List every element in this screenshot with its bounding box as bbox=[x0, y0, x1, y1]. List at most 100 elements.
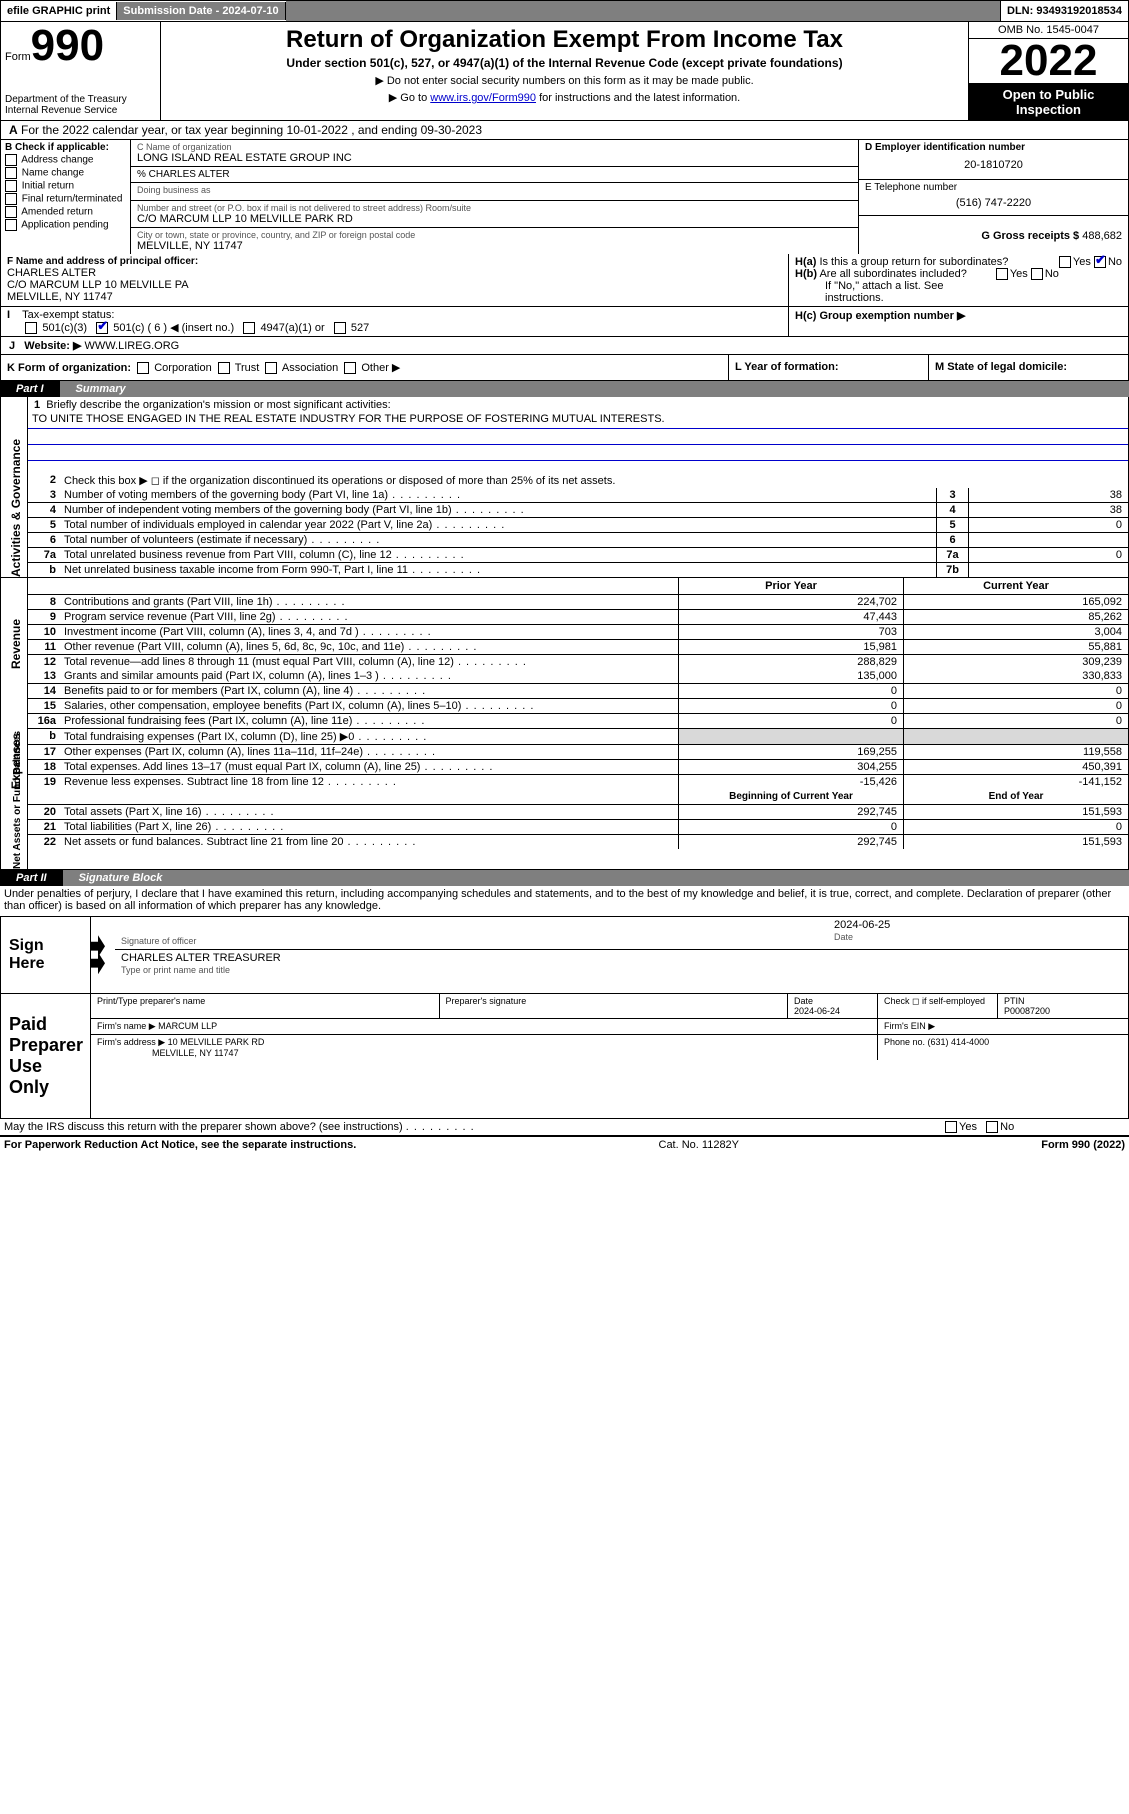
website-value: WWW.LIREG.ORG bbox=[85, 340, 180, 352]
ha-no-cb[interactable] bbox=[1094, 256, 1106, 268]
officer-name: CHARLES ALTER bbox=[7, 267, 782, 279]
dept-treasury: Department of the Treasury Internal Reve… bbox=[5, 94, 127, 116]
top-bar-spacer bbox=[286, 1, 1001, 21]
footer-left: For Paperwork Reduction Act Notice, see … bbox=[4, 1139, 356, 1151]
gov-row: 6Total number of volunteers (estimate if… bbox=[28, 533, 1128, 548]
part2-num: Part II bbox=[0, 870, 63, 886]
form-header: Form990 Department of the Treasury Inter… bbox=[0, 22, 1129, 121]
ptin-val: P00087200 bbox=[1004, 1006, 1050, 1016]
hc-label: H(c) Group exemption number ▶ bbox=[795, 309, 1122, 322]
501c-cb[interactable] bbox=[96, 322, 108, 334]
527-cb[interactable] bbox=[334, 322, 346, 334]
hb-yes-cb[interactable] bbox=[996, 268, 1008, 280]
governance-vert-label: Activities & Governance bbox=[0, 397, 28, 577]
efile-label[interactable]: efile GRAPHIC print bbox=[1, 2, 117, 20]
col-de: D Employer identification number 20-1810… bbox=[858, 140, 1128, 254]
4947-cb[interactable] bbox=[243, 322, 255, 334]
data-row: 18Total expenses. Add lines 13–17 (must … bbox=[28, 760, 1128, 775]
may-discuss: May the IRS discuss this return with the… bbox=[4, 1121, 945, 1133]
data-row: bTotal fundraising expenses (Part IX, co… bbox=[28, 729, 1128, 745]
net-vert-label: Net Assets or Fund Balances bbox=[0, 789, 28, 869]
officer-label: F Name and address of principal officer: bbox=[7, 256, 782, 267]
line-a: A For the 2022 calendar year, or tax yea… bbox=[1, 121, 1128, 140]
rev-text: Revenue bbox=[9, 619, 23, 669]
ptin-label: PTIN bbox=[1004, 996, 1025, 1006]
officer-addr2: MELVILLE, NY 11747 bbox=[7, 291, 782, 303]
officer-h-section: F Name and address of principal officer:… bbox=[1, 254, 1128, 307]
tax-exempt-row: I Tax-exempt status: 501(c)(3) 501(c) ( … bbox=[1, 307, 1128, 337]
gross-label: G Gross receipts $ bbox=[981, 230, 1079, 242]
current-year-hdr: Current Year bbox=[903, 578, 1128, 594]
mission-label: Briefly describe the organization's miss… bbox=[46, 399, 390, 411]
begin-year-hdr: Beginning of Current Year bbox=[678, 789, 903, 804]
header-center: Return of Organization Exempt From Incom… bbox=[161, 22, 968, 120]
k-option[interactable]: Corporation bbox=[134, 362, 212, 374]
k-option[interactable]: Trust bbox=[212, 362, 260, 374]
prior-year-hdr: Prior Year bbox=[678, 578, 903, 594]
firm-addr1: 10 MELVILLE PARK RD bbox=[168, 1037, 265, 1047]
net-text: Net Assets or Fund Balances bbox=[12, 731, 23, 869]
gross-value: 488,682 bbox=[1082, 230, 1122, 242]
part2-title: Signature Block bbox=[63, 870, 1129, 886]
form-word: Form bbox=[5, 51, 31, 63]
checkbox-item[interactable]: Address change bbox=[5, 154, 126, 166]
org-name: LONG ISLAND REAL ESTATE GROUP INC bbox=[137, 152, 852, 164]
discuss-yes-cb[interactable] bbox=[945, 1121, 957, 1133]
gov-row: 5Total number of individuals employed in… bbox=[28, 518, 1128, 533]
checkbox-item[interactable]: Application pending bbox=[5, 219, 126, 231]
phone-value: (516) 747-2220 bbox=[865, 193, 1122, 213]
hb-no: No bbox=[1045, 268, 1059, 280]
prep-date-label: Date bbox=[794, 996, 813, 1006]
street-label: Number and street (or P.O. box if mail i… bbox=[137, 203, 852, 213]
paid-prep-label: Paid Preparer Use Only bbox=[1, 994, 91, 1118]
penalties-text: Under penalties of perjury, I declare th… bbox=[0, 886, 1129, 914]
form-subtitle: Under section 501(c), 527, or 4947(a)(1)… bbox=[165, 56, 964, 70]
form-number: 990 bbox=[31, 21, 104, 70]
gov-text: Activities & Governance bbox=[9, 439, 23, 577]
mission-num: 1 bbox=[34, 399, 40, 411]
revenue-section: Revenue Prior Year Current Year 8Contrib… bbox=[0, 577, 1129, 669]
ein-value: 20-1810720 bbox=[865, 153, 1122, 177]
data-row: 8Contributions and grants (Part VIII, li… bbox=[28, 595, 1128, 610]
sign-here-block: Sign Here Signature of officer 2024-06-2… bbox=[0, 916, 1129, 1119]
hb-no-cb[interactable] bbox=[1031, 268, 1043, 280]
ha-yes-cb[interactable] bbox=[1059, 256, 1071, 268]
data-row: 19Revenue less expenses. Subtract line 1… bbox=[28, 775, 1128, 789]
k-option[interactable]: Association bbox=[259, 362, 338, 374]
instr2-pre: ▶ Go to bbox=[389, 92, 430, 104]
checkbox-item[interactable]: Amended return bbox=[5, 206, 126, 218]
k-option[interactable]: Other ▶ bbox=[338, 362, 400, 374]
firm-addr2: MELVILLE, NY 11747 bbox=[152, 1048, 239, 1058]
gov-row: 3Number of voting members of the governi… bbox=[28, 488, 1128, 503]
gov-row: 2Check this box ▶ ◻ if the organization … bbox=[28, 473, 1128, 488]
prep-sig-label: Preparer's signature bbox=[446, 996, 527, 1006]
501c: 501(c) ( 6 ) ◀ (insert no.) bbox=[113, 322, 234, 334]
discuss-no-cb[interactable] bbox=[986, 1121, 998, 1133]
submission-date: Submission Date - 2024-07-10 bbox=[117, 2, 285, 20]
data-row: 13Grants and similar amounts paid (Part … bbox=[28, 669, 1128, 684]
domicile-label: M State of legal domicile: bbox=[935, 361, 1067, 373]
sig-name-label: Type or print name and title bbox=[121, 965, 230, 975]
data-row: 14Benefits paid to or for members (Part … bbox=[28, 684, 1128, 699]
checkbox-item[interactable]: Name change bbox=[5, 167, 126, 179]
sig-name: CHARLES ALTER TREASURER bbox=[121, 952, 1122, 964]
net-section: Net Assets or Fund Balances Beginning of… bbox=[0, 789, 1129, 870]
firm-name-label: Firm's name ▶ bbox=[97, 1021, 156, 1031]
hb-note: If "No," attach a list. See instructions… bbox=[795, 280, 1122, 304]
firm-phone: Phone no. (631) 414-4000 bbox=[884, 1037, 989, 1047]
col-c-name-address: C Name of organization LONG ISLAND REAL … bbox=[131, 140, 858, 254]
sig-date-label: Date bbox=[834, 932, 853, 942]
form-org-label: K Form of organization: bbox=[7, 362, 131, 374]
501c3-cb[interactable] bbox=[25, 322, 37, 334]
phone-label: E Telephone number bbox=[865, 182, 1122, 193]
instruction-1: ▶ Do not enter social security numbers o… bbox=[165, 74, 964, 87]
ha-no: No bbox=[1108, 256, 1122, 268]
instr2-post: for instructions and the latest informat… bbox=[536, 92, 740, 104]
mission-text: TO UNITE THOSE ENGAGED IN THE REAL ESTAT… bbox=[28, 413, 1128, 429]
checkbox-item[interactable]: Final return/terminated bbox=[5, 193, 126, 205]
discuss-yes: Yes bbox=[959, 1121, 977, 1133]
irs-link[interactable]: www.irs.gov/Form990 bbox=[430, 92, 536, 104]
care-of: % CHARLES ALTER bbox=[131, 167, 858, 183]
checkbox-item[interactable]: Initial return bbox=[5, 180, 126, 192]
mission-blank1 bbox=[28, 429, 1128, 445]
